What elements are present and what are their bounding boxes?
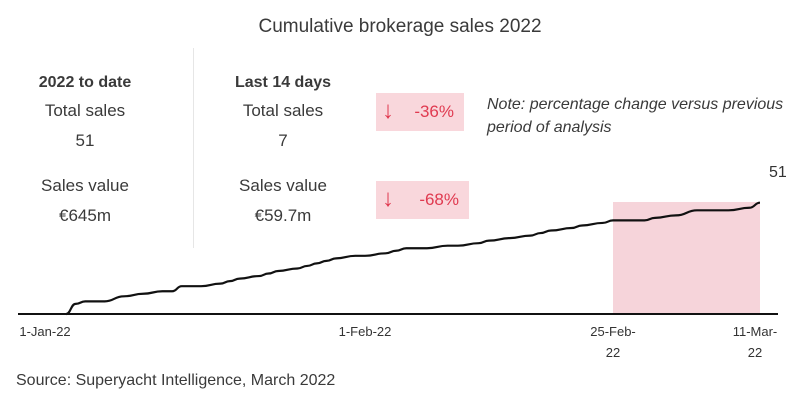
ytd-total-label: Total sales xyxy=(44,101,126,120)
last14-stats: Last 14 days xyxy=(218,74,348,92)
x-tick-label-part: 25-Feb- xyxy=(590,324,636,339)
sales-change-value: -36% xyxy=(414,102,454,121)
end-value-label: 51 xyxy=(769,164,787,181)
source-text: Source: Superyacht Intelligence, March 2… xyxy=(16,372,336,389)
value-change-value: -68% xyxy=(419,190,459,209)
sales-change-badge: ↓ -36% xyxy=(376,93,464,131)
ytd-value: €645m xyxy=(59,206,111,225)
last14-total-value: 7 xyxy=(278,131,288,150)
x-tick-label-part: 11-Mar- xyxy=(733,324,778,339)
chart-title: Cumulative brokerage sales 2022 xyxy=(258,16,542,37)
ytd-heading: 2022 to date xyxy=(38,74,132,91)
stats-divider xyxy=(193,48,194,248)
x-tick-label-part: 22 xyxy=(606,345,620,360)
x-tick-label-3: 11-Mar- 22 xyxy=(733,324,778,360)
x-tick-label-0: 1-Jan-22 xyxy=(19,324,70,339)
x-tick-label-part: 1-Feb-22 xyxy=(339,324,392,339)
down-arrow-icon: ↓ xyxy=(382,97,394,124)
down-arrow-icon: ↓ xyxy=(382,185,394,212)
x-tick-label-1: 1-Feb-22 xyxy=(339,324,392,339)
value-change-badge: ↓ -68% xyxy=(376,181,469,219)
last14-total-label: Total sales xyxy=(242,101,324,120)
last14-value: €59.7m xyxy=(254,206,312,225)
last14-value-label: Sales value xyxy=(239,176,327,195)
ytd-stats: 2022 to date xyxy=(20,74,150,92)
x-tick-label-2: 25-Feb- 22 xyxy=(590,324,636,360)
x-tick-label-part: 1-Jan-22 xyxy=(19,324,70,339)
x-tick-label-part: 22 xyxy=(748,345,762,360)
ytd-total-value: 51 xyxy=(75,131,95,150)
ytd-value-label: Sales value xyxy=(41,176,129,195)
last14-heading: Last 14 days xyxy=(234,74,332,91)
last-14-days-shading xyxy=(613,202,760,314)
note-text: Note: percentage change versus previous … xyxy=(487,96,784,136)
